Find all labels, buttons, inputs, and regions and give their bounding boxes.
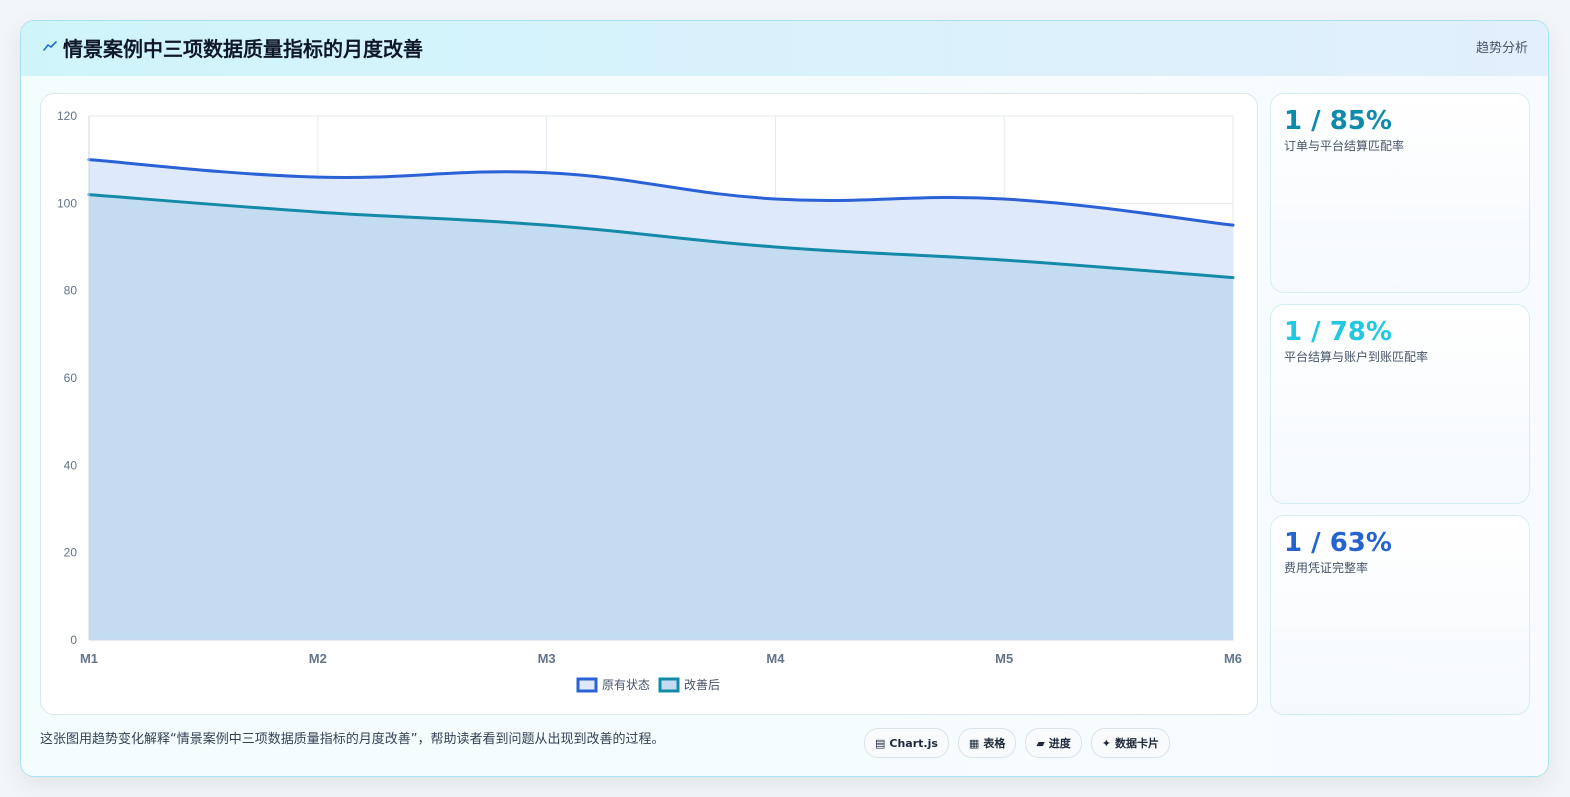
panel-header: 情景案例中三项数据质量指标的月度改善 趋势分析 — [21, 21, 1548, 76]
y-tick-label: 60 — [64, 371, 78, 385]
stat-value: 1 / 85% — [1284, 106, 1392, 136]
series-line-0 — [87, 158, 1235, 227]
trend-analysis-tag: 趋势分析 — [1475, 41, 1528, 56]
stat-value: 1 / 78% — [1284, 317, 1392, 347]
chart-panel: 情景案例中三项数据质量指标的月度改善 趋势分析 0 20 40 60 80 100 120 M… — [20, 20, 1549, 777]
table-icon: ▦ — [968, 736, 980, 750]
progress-icon: ▰ — [1036, 736, 1045, 750]
area-chart: 0 20 40 60 80 100 120 M1 M2 M3 M4 M5 M6 原有状态 改善后 — [57, 109, 1242, 693]
x-tick-label: M1 — [80, 651, 98, 666]
pill-label: 进度 — [1048, 737, 1071, 750]
y-tick-label: 0 — [70, 633, 77, 647]
pill-label: 表格 — [983, 737, 1006, 750]
panel-body: 0 20 40 60 80 100 120 M1 M2 M3 M4 M5 M6 原有状态 改善后 1 / 8… — [21, 76, 1548, 776]
legend-label-0: 原有状态 — [602, 678, 650, 692]
pill-label: 数据卡片 — [1115, 737, 1160, 750]
legend-swatch-0 — [576, 677, 598, 693]
chart-icon: ▤ — [875, 736, 886, 750]
area-fill-series-1 — [89, 194, 1233, 640]
legend-label-1: 改善后 — [684, 677, 720, 692]
sparkle-icon: ✦ — [1101, 736, 1112, 750]
stat-value: 1 / 63% — [1284, 528, 1392, 558]
y-tick-label: 100 — [57, 196, 77, 210]
pill-table[interactable]: ▦ 表格 — [957, 728, 1017, 758]
y-tick-label: 120 — [57, 109, 77, 123]
pill-progress[interactable]: ▰ 进度 — [1025, 728, 1082, 758]
x-tick-label: M5 — [995, 651, 1013, 666]
y-tick-label: 20 — [64, 546, 78, 560]
y-tick-label: 80 — [64, 284, 78, 298]
series-line-1 — [87, 193, 1235, 280]
stat-card-voucher-complete: 1 / 63% 费用凭证完整率 — [1270, 515, 1530, 715]
x-tick-label: M2 — [309, 651, 327, 666]
pill-chartjs[interactable]: ▤ Chart.js — [864, 728, 949, 758]
stat-card-settlement-match: 1 / 78% 平台结算与账户到账匹配率 — [1270, 304, 1530, 504]
stat-card-order-match: 1 / 85% 订单与平台结算匹配率 — [1270, 93, 1530, 293]
pill-group: ▤ Chart.js ▦ 表格 ▰ 进度 ✦ 数据卡片 — [864, 728, 1171, 758]
x-tick-label: M3 — [538, 651, 556, 666]
x-tick-label: M6 — [1224, 651, 1242, 666]
chart-card: 0 20 40 60 80 100 120 M1 M2 M3 M4 M5 M6 原有状态 改善后 — [40, 93, 1258, 715]
x-tick-label: M4 — [766, 651, 785, 666]
stat-label: 订单与平台结算匹配率 — [1284, 139, 1405, 153]
pill-label: Chart.js — [889, 736, 938, 750]
trend-icon — [43, 41, 57, 51]
stat-label: 平台结算与账户到账匹配率 — [1284, 350, 1429, 364]
y-tick-label: 40 — [64, 458, 78, 472]
legend-swatch-1 — [658, 677, 680, 693]
page-title: 情景案例中三项数据质量指标的月度改善 — [63, 37, 423, 61]
chart-caption: 这张图用趋势变化解释“情景案例中三项数据质量指标的月度改善”，帮助读者看到问题从… — [40, 732, 665, 747]
pill-data-card[interactable]: ✦ 数据卡片 — [1090, 728, 1171, 758]
stat-label: 费用凭证完整率 — [1284, 561, 1369, 575]
